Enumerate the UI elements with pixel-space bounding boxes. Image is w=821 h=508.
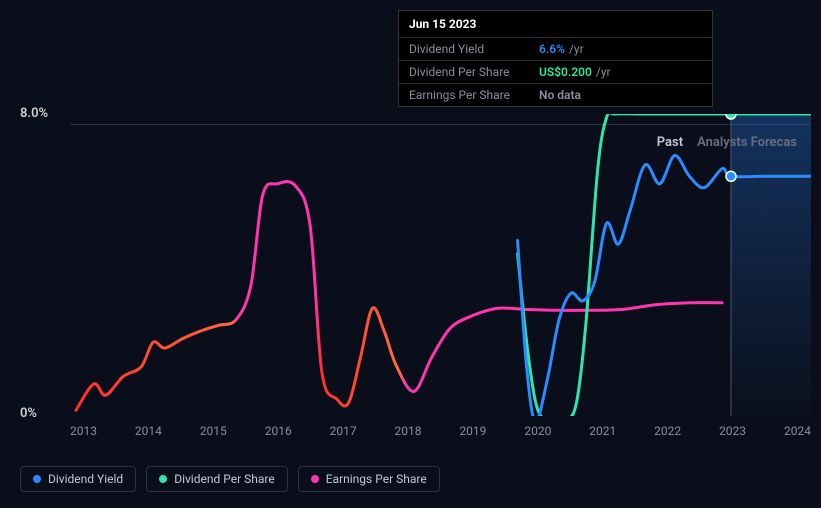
x-tick: 2023 [719,424,746,438]
legend-item[interactable]: Earnings Per Share [298,466,440,492]
legend-dot-icon [33,475,41,483]
y-axis-max: 8.0% [20,106,48,121]
tooltip-label: Dividend Per Share [409,65,539,79]
x-tick: 2019 [459,424,486,438]
x-tick: 2024 [784,424,811,438]
tooltip-row: Earnings Per ShareNo data [399,84,712,106]
legend-label: Dividend Per Share [174,472,275,486]
x-tick: 2021 [589,424,616,438]
legend-label: Dividend Yield [48,472,123,486]
tooltip-row: Dividend Per ShareUS$0.200/yr [399,61,712,84]
chart-svg [70,114,811,416]
plot-area[interactable] [70,114,811,416]
x-tick: 2020 [524,424,551,438]
legend: Dividend Yield Dividend Per Share Earnings… [20,466,440,492]
x-tick: 2017 [330,424,357,438]
tooltip-unit: /yr [596,65,611,79]
tooltip-label: Earnings Per Share [409,88,539,102]
tooltip: Jun 15 2023 Dividend Yield6.6%/yrDividen… [398,10,713,107]
x-tick: 2013 [70,424,97,438]
tooltip-row: Dividend Yield6.6% /yr [399,38,712,61]
y-axis-min: 0% [20,406,37,421]
x-axis-labels: 2013 2014 2015 2016 2017 2018 2019 2020 2021 2022… [70,424,811,438]
tooltip-value: 6.6% [539,42,565,56]
legend-item[interactable]: Dividend Yield [20,466,136,492]
legend-dot-icon [311,475,319,483]
past-label: Past [657,135,683,150]
legend-dot-icon [159,475,167,483]
forecast-label: Analysts Forecas [697,135,797,150]
x-tick: 2014 [135,424,162,438]
tooltip-date: Jun 15 2023 [399,11,712,38]
tooltip-label: Dividend Yield [409,42,539,56]
legend-label: Earnings Per Share [326,472,427,486]
x-tick: 2018 [395,424,422,438]
section-labels: Past Analysts Forecas [657,135,797,150]
legend-item[interactable]: Dividend Per Share [146,466,288,492]
x-tick: 2015 [200,424,227,438]
tooltip-unit: /yr [569,42,584,56]
x-tick: 2022 [654,424,681,438]
tooltip-value: US$0.200 [539,65,592,79]
tooltip-value: No data [539,88,581,102]
x-tick: 2016 [265,424,292,438]
